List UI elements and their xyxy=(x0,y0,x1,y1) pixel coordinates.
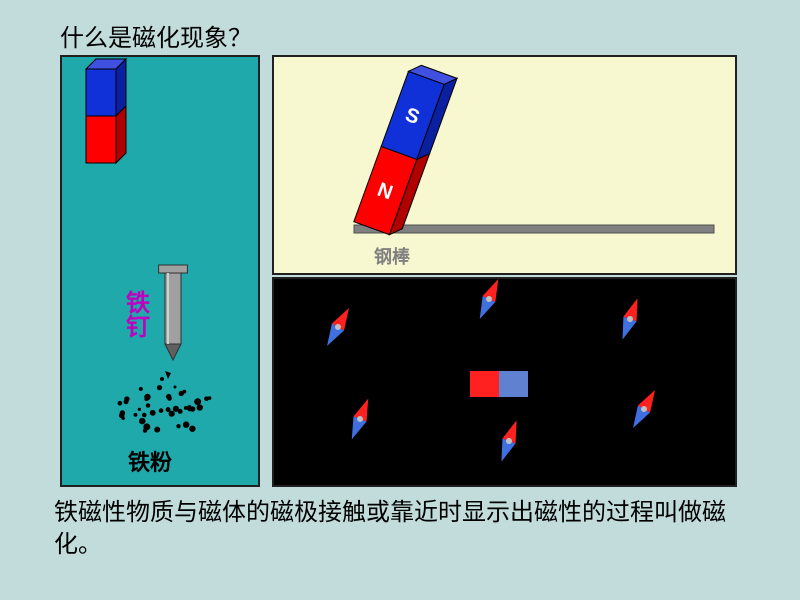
nail-label-line1: 铁 xyxy=(126,291,150,317)
compass-field-svg xyxy=(274,279,735,485)
steel-bar-label: 钢棒 xyxy=(374,243,410,269)
left-diagram-svg xyxy=(62,57,258,485)
iron-nail-label: 铁 钉 xyxy=(126,292,150,340)
right-top-diagram-panel: SN 钢棒 xyxy=(272,55,737,275)
right-bottom-diagram-panel xyxy=(272,277,737,487)
left-diagram-panel: 铁 钉 铁粉 xyxy=(60,55,260,487)
right-top-diagram-svg: SN xyxy=(274,57,735,273)
definition-text: 铁磁性物质与磁体的磁极接触或靠近时显示出磁性的过程叫做磁化。 xyxy=(54,497,734,562)
nail-label-line2: 钉 xyxy=(126,315,150,341)
iron-powder-label: 铁粉 xyxy=(128,445,172,477)
page-title: 什么是磁化现象？ xyxy=(60,18,252,53)
